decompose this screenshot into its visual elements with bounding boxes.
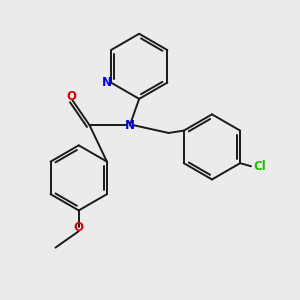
Text: Cl: Cl <box>253 160 266 173</box>
Text: N: N <box>125 119 135 132</box>
Text: N: N <box>102 76 112 89</box>
Text: O: O <box>74 221 84 234</box>
Text: O: O <box>66 90 76 103</box>
